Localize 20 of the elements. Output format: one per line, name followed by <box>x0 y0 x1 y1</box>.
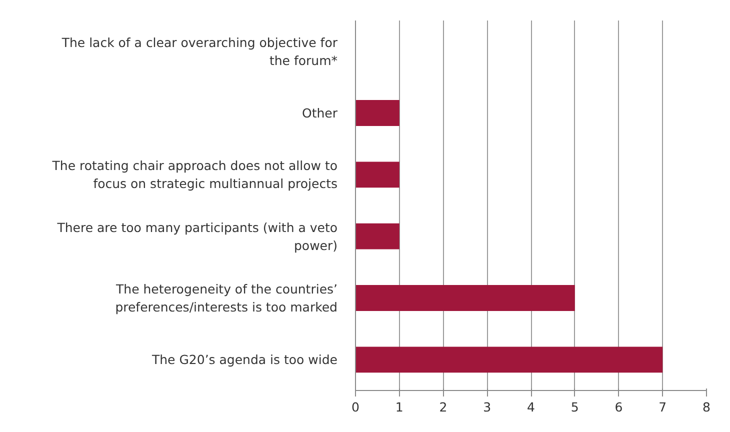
x-tick-label: 4 <box>527 400 536 414</box>
y-tick-label: Other <box>302 106 338 120</box>
bar <box>356 100 400 126</box>
x-tick-label: 2 <box>439 400 448 414</box>
x-tick-label: 0 <box>352 400 360 414</box>
y-tick-label: The heterogeneity of the countries’ preferences/interests is too marked <box>115 282 338 314</box>
x-tick-label: 3 <box>483 400 492 414</box>
bar <box>356 223 400 250</box>
y-tick-label: The G20’s agenda is too wide <box>151 352 338 368</box>
bar <box>356 162 400 188</box>
y-tick-label: There are too many participants (with a veto power) <box>56 220 338 253</box>
bar <box>356 285 575 311</box>
y-tick-label: The rotating chair approach does not allow to focus on strategic multiannual projects <box>51 158 338 192</box>
x-tick-label: 1 <box>395 400 404 414</box>
x-tick-label: 7 <box>658 400 667 414</box>
x-tick-label: 8 <box>702 400 711 414</box>
x-tick-label: 6 <box>614 400 623 414</box>
y-tick-label: The lack of a clear overarching objective for the forum* <box>60 34 338 68</box>
x-tick-label: 5 <box>570 400 579 414</box>
bar <box>356 346 663 373</box>
